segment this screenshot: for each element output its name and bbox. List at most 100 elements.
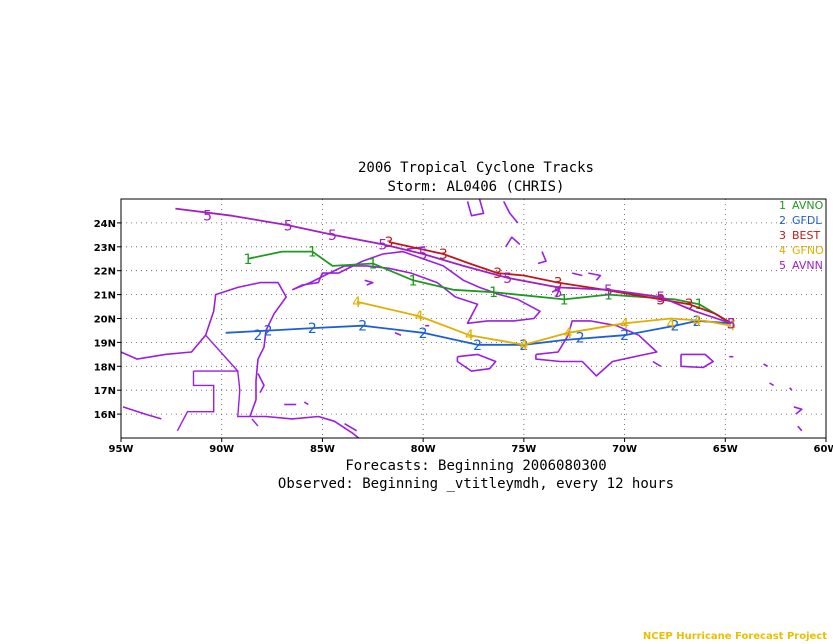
track-marker: 2	[670, 319, 679, 335]
y-axis-ticks: 16N 17N 18N 19N 20N 21N 22N 23N 24N	[94, 219, 121, 421]
y-tick-label: 19N	[94, 338, 116, 349]
x-tick-label: 80W	[411, 444, 436, 455]
track-line	[247, 250, 732, 325]
coastline	[257, 373, 265, 393]
observed-caption: Observed: Beginning _vtitleymdh, every 1…	[278, 476, 674, 492]
track-marker: 1	[695, 297, 704, 313]
track-marker: 3	[439, 247, 448, 263]
legend-id: 2	[779, 214, 786, 227]
track-avnn: 5 5 5 5 5 5 5 5 5 5	[175, 207, 736, 332]
coastline	[344, 423, 358, 432]
legend-label: GFNO	[792, 244, 824, 257]
y-tick-label: 17N	[94, 386, 116, 397]
track-marker: 4	[415, 309, 424, 325]
track-marker: 4	[519, 338, 528, 354]
track-marker: 4	[620, 316, 629, 332]
track-marker: 4	[564, 326, 573, 342]
y-tick-label: 16N	[94, 410, 116, 421]
track-marker: 2	[419, 326, 428, 342]
y-tick-label: 21N	[94, 291, 116, 302]
track-marker: 1	[409, 273, 418, 289]
country-border	[205, 334, 250, 418]
track-marker: 3	[384, 235, 393, 251]
track-marker: 4	[465, 328, 474, 344]
track-marker: 1	[560, 292, 569, 308]
gridlines	[121, 199, 826, 438]
track-marker: 2	[473, 338, 482, 354]
legend: 1 AVNO 2 GFDL 3 BEST 4 GFNO 5 AVNN	[779, 199, 824, 272]
track-line	[356, 300, 732, 346]
y-tick-label: 18N	[94, 362, 116, 373]
legend-label: AVNO	[792, 199, 824, 212]
track-marker: 5	[656, 290, 665, 306]
coastline	[456, 353, 497, 372]
coastline	[572, 272, 583, 277]
credit-text: NCEP Hurricane Forecast Project	[643, 631, 827, 642]
figure-title: 2006 Tropical Cyclone Tracks	[358, 160, 594, 176]
coastline	[394, 332, 402, 336]
track-marker: 5	[554, 285, 563, 301]
coastline	[680, 353, 715, 369]
track-marker: 2	[358, 319, 367, 335]
country-border	[251, 418, 259, 427]
x-axis-ticks: 95W 90W 85W 80W 75W 70W 65W 60W	[109, 438, 833, 455]
track-marker: 5	[419, 247, 428, 263]
track-line	[388, 241, 732, 325]
track-marker: 2	[620, 328, 629, 344]
track-marker: 5	[378, 237, 387, 253]
legend-id: 3	[779, 229, 786, 242]
track-avno: 1 1 1 1 1 1 1 1	[243, 245, 732, 325]
coastline	[502, 201, 519, 224]
x-tick-label: 60W	[814, 444, 833, 455]
storm-title: Storm: AL0406 (CHRIS)	[387, 179, 564, 195]
y-tick-label: 24N	[94, 219, 116, 230]
track-line	[175, 207, 732, 325]
track-best: 3 3 3 3 3 3 3	[384, 235, 735, 332]
coastline	[537, 251, 547, 265]
track-marker: 2	[308, 321, 317, 337]
track-marker: 5	[284, 218, 293, 234]
track-marker: 4	[727, 319, 736, 335]
coastline	[789, 387, 793, 391]
legend-label: GFDL	[792, 214, 822, 227]
track-marker: 3	[493, 266, 502, 282]
coastline	[122, 406, 162, 420]
coastline	[769, 382, 775, 387]
track-marker: 4	[693, 314, 702, 330]
track-marker: 4	[352, 295, 361, 311]
track-marker: 3	[685, 297, 694, 313]
track-marker: 5	[328, 228, 337, 244]
track-marker: 1	[489, 285, 498, 301]
track-marker: 2	[693, 314, 702, 330]
legend-id: 1	[779, 199, 786, 212]
track-marker: 3	[727, 316, 736, 332]
y-tick-label: 23N	[94, 243, 116, 254]
x-tick-label: 75W	[511, 444, 536, 455]
track-gfno: 4 4 4 4 4 4 4 4 4	[352, 295, 736, 354]
coastline	[364, 279, 374, 286]
track-marker: 2	[576, 331, 585, 347]
coastline	[535, 320, 658, 377]
track-marker: 2	[254, 328, 263, 344]
coastline	[120, 281, 360, 439]
x-tick-label: 65W	[713, 444, 738, 455]
coastline	[652, 360, 662, 367]
forecast-tracks: 1111111122222222222333333344444444455555…	[175, 207, 736, 354]
track-marker: 1	[604, 288, 613, 304]
coastline	[588, 272, 602, 281]
y-tick-label: 20N	[94, 315, 116, 326]
track-marker: 2	[264, 323, 273, 339]
track-marker: 2	[519, 338, 528, 354]
track-marker: 5	[203, 209, 212, 225]
track-marker: 3	[554, 276, 563, 292]
x-tick-label: 85W	[310, 444, 335, 455]
coastline	[505, 236, 521, 248]
forecast-caption: Forecasts: Beginning 2006080300	[345, 458, 606, 474]
coastline	[793, 406, 803, 415]
country-border	[176, 371, 215, 432]
x-tick-label: 90W	[209, 444, 234, 455]
x-tick-label: 95W	[109, 444, 134, 455]
coastline	[303, 401, 309, 406]
